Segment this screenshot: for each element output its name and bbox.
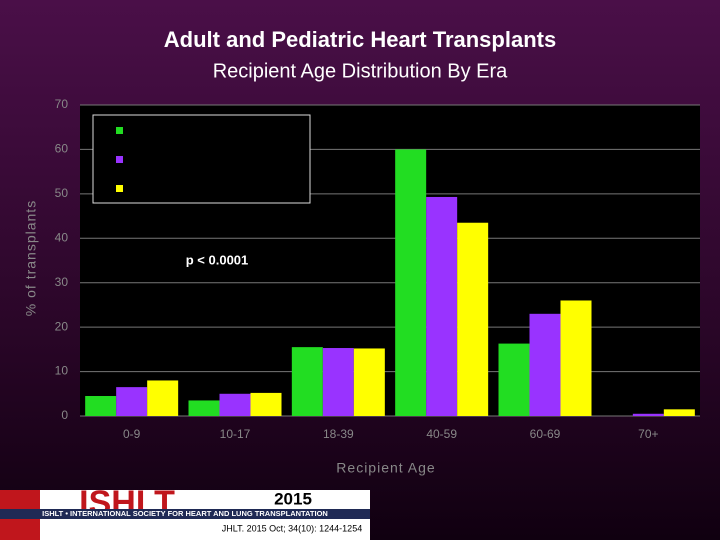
y-tick-label: 10 (55, 364, 69, 378)
bar (395, 149, 427, 416)
y-tick-label: 40 (55, 230, 69, 244)
x-tick-label: 0-9 (123, 427, 141, 441)
y-tick-label: 20 (55, 319, 69, 333)
citation: JHLT. 2015 Oct; 34(10): 1244-1254 (222, 523, 362, 533)
y-tick-label: 70 (55, 97, 69, 111)
x-tick-label: 40-59 (426, 427, 457, 441)
bar (498, 343, 530, 416)
y-tick-label: 50 (55, 186, 69, 200)
y-axis-label: % of transplants (23, 200, 39, 316)
bar (560, 300, 592, 416)
bar (188, 400, 220, 416)
bar (457, 222, 489, 416)
bar (529, 313, 561, 416)
bar (85, 396, 117, 416)
x-axis-label: Recipient Age (336, 460, 435, 476)
bar (219, 393, 251, 416)
bar (147, 380, 179, 416)
y-tick-label: 30 (55, 275, 69, 289)
society-name: ISHLT • INTERNATIONAL SOCIETY FOR HEART … (42, 509, 328, 518)
bar (663, 409, 695, 416)
bar (426, 196, 458, 416)
y-tick-label: 60 (55, 142, 69, 156)
legend (92, 114, 311, 204)
x-tick-label: 18-39 (323, 427, 354, 441)
legend-marker (116, 156, 123, 163)
bar (250, 392, 282, 416)
bar (322, 348, 354, 416)
legend-marker (116, 185, 123, 192)
bar (116, 387, 148, 416)
year-box (215, 490, 370, 509)
legend-marker (116, 127, 123, 134)
bar (632, 413, 664, 416)
x-tick-label: 60-69 (530, 427, 561, 441)
chart-subtitle: Recipient Age Distribution By Era (213, 60, 508, 82)
annotation: p < 0.0001 (186, 252, 249, 267)
x-tick-label: 10-17 (220, 427, 251, 441)
bar (291, 347, 323, 416)
chart-title: Adult and Pediatric Heart Transplants (164, 27, 556, 52)
logo-band (0, 509, 370, 519)
y-tick-label: 0 (61, 408, 68, 422)
bar (353, 348, 385, 416)
citation-box (215, 519, 370, 540)
x-tick-label: 70+ (638, 427, 658, 441)
year: 2015 (274, 489, 312, 508)
